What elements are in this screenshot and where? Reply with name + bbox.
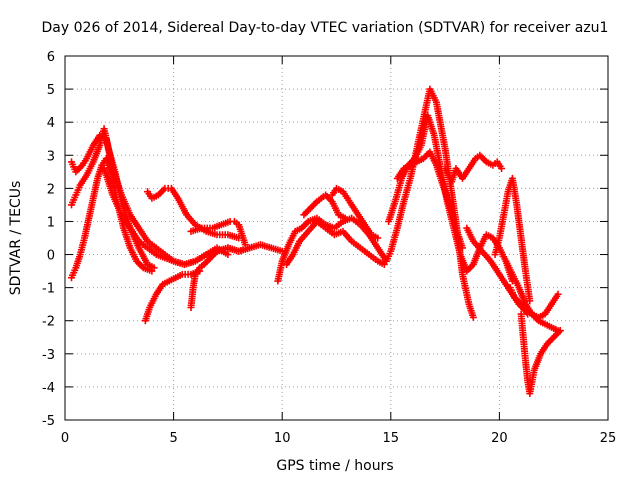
x-tick-label: 5 bbox=[169, 431, 177, 446]
y-tick-label: -2 bbox=[42, 315, 55, 330]
y-tick-label: 0 bbox=[47, 249, 55, 264]
series-trace-6 bbox=[144, 184, 243, 242]
x-tick-label: 15 bbox=[383, 431, 400, 446]
x-axis-label: GPS time / hours bbox=[276, 458, 393, 474]
data-point bbox=[458, 244, 466, 252]
data-point bbox=[556, 327, 564, 335]
x-tick-label: 10 bbox=[274, 431, 291, 446]
series-trace-20 bbox=[506, 284, 532, 318]
y-tick-label: -4 bbox=[42, 381, 55, 396]
y-axis-ticks: -5 -4 -3 -2 -1 0 1 2 3 4 5 6 bbox=[42, 50, 608, 429]
y-tick-label: 2 bbox=[47, 182, 55, 197]
series-trace-12 bbox=[328, 184, 382, 242]
y-tick-label: 4 bbox=[47, 116, 55, 131]
y-tick-label: 1 bbox=[47, 215, 55, 230]
data-point bbox=[526, 297, 534, 305]
data-point bbox=[224, 251, 232, 259]
data-point bbox=[374, 234, 382, 242]
x-tick-label: 20 bbox=[491, 431, 508, 446]
series-trace-10 bbox=[283, 217, 388, 268]
data-point bbox=[341, 214, 349, 222]
y-tick-label: -1 bbox=[42, 282, 55, 297]
series-trace-14 bbox=[393, 148, 466, 252]
series-trace-17 bbox=[491, 174, 534, 305]
series-trace-8 bbox=[187, 244, 254, 311]
plot-frame bbox=[64, 55, 609, 421]
data-point bbox=[554, 290, 562, 298]
x-axis-ticks: 0 5 10 15 20 25 bbox=[61, 56, 616, 446]
data-point bbox=[469, 313, 477, 321]
x-tick-label: 0 bbox=[61, 431, 69, 446]
y-tick-label: 5 bbox=[47, 83, 55, 98]
series-trace-15 bbox=[441, 151, 506, 186]
y-tick-label: -3 bbox=[42, 348, 55, 363]
data-points bbox=[68, 85, 564, 398]
x-tick-label: 25 bbox=[600, 431, 617, 446]
series-trace-7 bbox=[187, 217, 249, 249]
data-point bbox=[524, 310, 532, 318]
data-point bbox=[380, 260, 388, 268]
y-tick-label: -5 bbox=[42, 414, 55, 429]
y-axis-label: SDTVAR / TECUs bbox=[8, 181, 24, 296]
series-trace-3 bbox=[68, 155, 156, 282]
data-point bbox=[246, 244, 254, 252]
y-tick-label: 3 bbox=[47, 149, 55, 164]
series-trace-19 bbox=[517, 310, 564, 398]
chart-title: Day 026 of 2014, Sidereal Day-to-day VTE… bbox=[42, 20, 609, 36]
data-point bbox=[148, 267, 156, 275]
y-tick-label: 6 bbox=[47, 50, 55, 65]
series-trace-11 bbox=[300, 191, 349, 222]
data-point bbox=[498, 165, 506, 173]
